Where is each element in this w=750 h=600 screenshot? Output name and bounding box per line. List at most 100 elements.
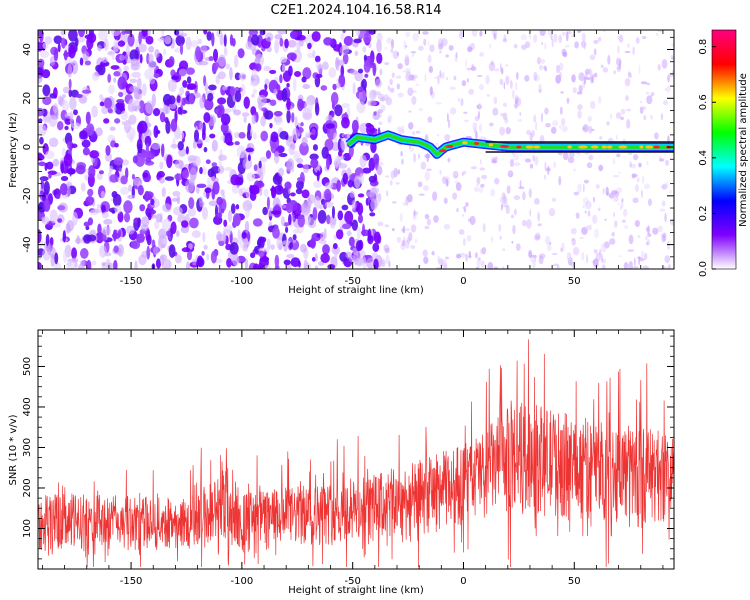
spectrogram-speckle <box>467 46 473 53</box>
spectrogram-speckle <box>405 239 410 249</box>
spectrogram-y-tick-label: 0 <box>22 144 33 150</box>
spectrogram-speckle <box>447 157 451 163</box>
spectrogram-speckle <box>577 183 582 194</box>
spectrogram-speckle <box>479 52 484 57</box>
spectrogram-speckle <box>64 112 74 119</box>
spectrogram-speckle <box>264 78 270 86</box>
spectrogram-speckle <box>322 244 330 255</box>
spectrogram-speckle <box>424 171 431 181</box>
spectrogram-speckle <box>491 60 494 66</box>
spectrogram-speckle <box>401 239 405 247</box>
spectrogram-speckle <box>164 176 175 181</box>
spectrogram-speckle <box>331 111 335 118</box>
spectrogram-speckle <box>538 83 542 94</box>
spectrogram-speckle <box>253 263 260 269</box>
spectrogram-speckle <box>233 109 242 116</box>
spectrogram-speckle <box>558 175 562 186</box>
spectrogram-speckle <box>41 69 51 79</box>
spectrogram-speckle <box>617 202 620 206</box>
spectrogram-speckle <box>357 86 365 93</box>
spectrogram-speckle <box>395 182 400 185</box>
spectrogram-speckle <box>279 37 284 47</box>
spectrogram-speckle <box>45 150 55 160</box>
spectrogram-speckle <box>177 141 184 151</box>
spectrogram-speckle <box>216 196 223 206</box>
spectrogram-speckle <box>644 236 648 240</box>
spectrogram-speckle <box>588 125 593 134</box>
spectrogram-speckle <box>301 76 307 83</box>
spectrogram-speckle <box>60 30 67 36</box>
spectrogram-speckle <box>429 86 433 96</box>
spectrogram-speckle <box>271 210 281 215</box>
spectrogram-speckle <box>234 131 240 139</box>
spectrogram-speckle <box>538 89 542 93</box>
snr-x-tick-label: -100 <box>231 576 254 587</box>
spectrogram-speckle <box>229 67 233 81</box>
spectrogram-speckle <box>461 213 465 218</box>
spectrogram-speckle <box>620 108 626 115</box>
spectrogram-speckle <box>53 87 58 99</box>
spectrogram-speckle <box>286 158 295 171</box>
spectrogram-speckle <box>364 73 369 78</box>
spectrogram-speckle <box>289 143 296 150</box>
spectrogram-speckle <box>666 240 671 251</box>
spectrogram-speckle <box>659 208 666 212</box>
spectrogram-speckle <box>380 104 386 112</box>
spectrogram-speckle <box>599 136 603 140</box>
spectrogram-speckle <box>493 32 496 40</box>
spectrogram-speckle <box>84 60 91 66</box>
spectrogram-speckle <box>566 252 572 262</box>
spectrogram-speckle <box>524 41 531 49</box>
spectrogram-speckle <box>464 119 469 123</box>
spectrogram-speckle <box>161 187 166 198</box>
spectrogram-speckle <box>664 159 670 166</box>
spectrogram-speckle <box>404 56 410 67</box>
spectrogram-speckle <box>109 165 114 172</box>
spectrogram-speckle <box>524 74 530 82</box>
spectrogram-speckle <box>397 169 401 175</box>
spectrogram-speckle <box>216 231 222 242</box>
spectrogram-speckle <box>509 158 515 168</box>
spectrogram-speckle <box>571 34 575 37</box>
spectrogram-speckle <box>202 166 207 176</box>
spectrogram-speckle <box>544 107 549 115</box>
spectrogram-speckle <box>285 226 289 234</box>
spectrogram-speckle <box>204 81 208 92</box>
spectrogram-speckle <box>251 68 257 79</box>
colorbar-gradient <box>711 29 737 270</box>
spectrogram-speckle <box>307 52 314 59</box>
spectrogram-speckle <box>89 150 100 159</box>
spectrogram-speckle <box>321 61 329 71</box>
spectrogram-speckle <box>247 154 251 162</box>
spectrogram-speckle <box>583 179 590 184</box>
spectrogram-speckle <box>372 242 380 252</box>
spectrogram-speckle <box>641 35 647 40</box>
spectrogram-speckle <box>413 209 416 217</box>
spectrogram-speckle <box>111 50 116 60</box>
spectrogram-speckle <box>147 53 154 63</box>
spectrogram-speckle <box>386 190 389 197</box>
spectrogram-speckle <box>424 225 430 230</box>
spectrogram-speckle <box>479 123 482 133</box>
spectrogram-speckle <box>331 205 335 219</box>
spectrogram-speckle <box>639 106 644 114</box>
spectrogram-speckle <box>151 93 156 107</box>
spectrogram-speckle <box>462 206 466 209</box>
ridge-hotspot <box>645 145 654 149</box>
spectrogram-speckle <box>515 82 517 91</box>
spectrogram-speckle <box>357 214 364 224</box>
spectrogram-speckle <box>235 204 240 210</box>
spectrogram-speckle <box>123 65 129 71</box>
spectrogram-speckle <box>593 72 598 78</box>
spectrogram-speckle <box>250 106 257 116</box>
spectrogram-speckle <box>332 83 337 91</box>
spectrogram-speckle <box>587 210 591 217</box>
spectrogram-speckle <box>358 89 367 104</box>
spectrogram-speckle <box>528 250 533 258</box>
spectrogram-speckle <box>129 78 138 84</box>
spectrogram-speckle <box>426 218 431 226</box>
spectrogram-speckle <box>661 200 666 207</box>
ridge-hotspot <box>488 143 494 147</box>
spectrogram-speckle <box>120 175 128 185</box>
spectrogram-speckle <box>477 186 484 193</box>
